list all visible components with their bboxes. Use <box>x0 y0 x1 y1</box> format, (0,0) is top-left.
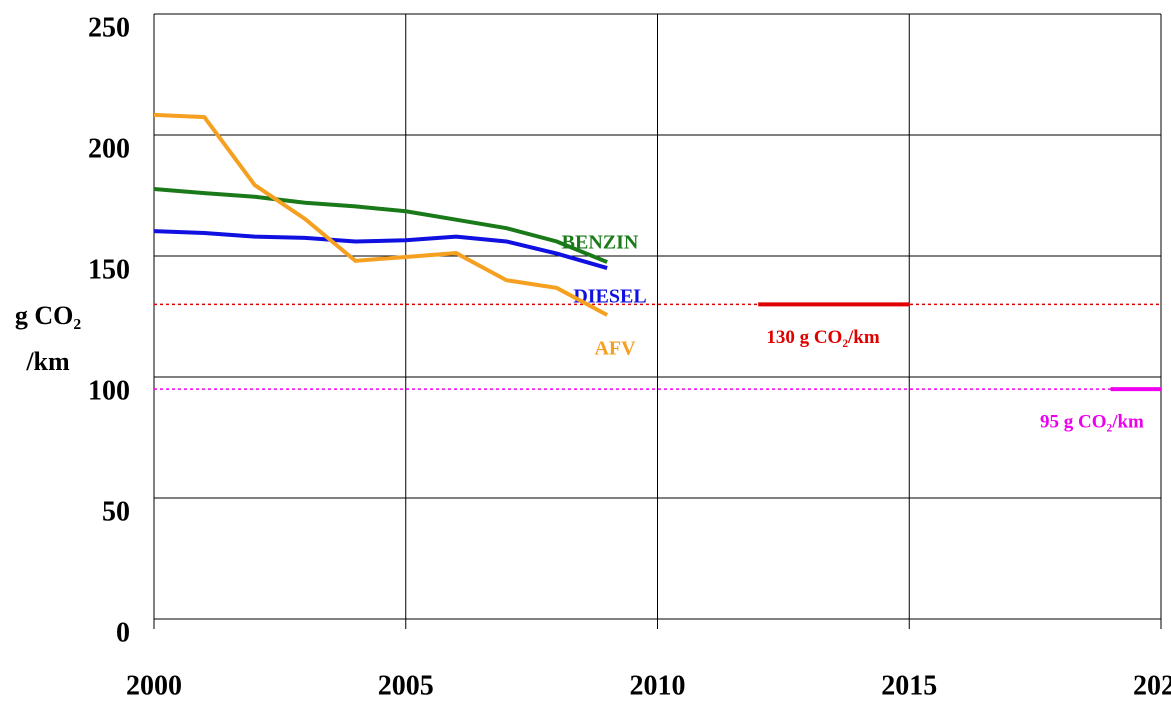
y-tick-label: 150 <box>88 254 130 285</box>
y-tick-label: 50 <box>102 496 130 527</box>
x-tick-label: 2015 <box>881 670 937 701</box>
series-label: AFV <box>594 338 636 360</box>
target-label: 95 g CO₂/km <box>1040 411 1144 432</box>
target-label: 130 g CO₂/km <box>766 327 880 348</box>
series-line <box>153 112 609 317</box>
y-axis-label: /km <box>25 347 70 376</box>
series-line <box>153 229 608 271</box>
y-tick-label: 250 <box>88 12 130 43</box>
y-axis-label: g CO₂ <box>15 301 82 330</box>
series-line <box>153 186 608 264</box>
x-tick-label: 2000 <box>126 670 182 701</box>
series-label: DIESEL <box>573 286 646 308</box>
y-tick-label: 0 <box>116 617 130 648</box>
y-tick-label: 100 <box>88 375 130 406</box>
x-tick-label: 2010 <box>630 670 686 701</box>
y-tick-label: 200 <box>88 133 130 164</box>
x-tick-label: 2005 <box>378 670 434 701</box>
x-tick-label: 2020 <box>1133 670 1171 701</box>
series-label: BENZIN <box>562 232 639 254</box>
